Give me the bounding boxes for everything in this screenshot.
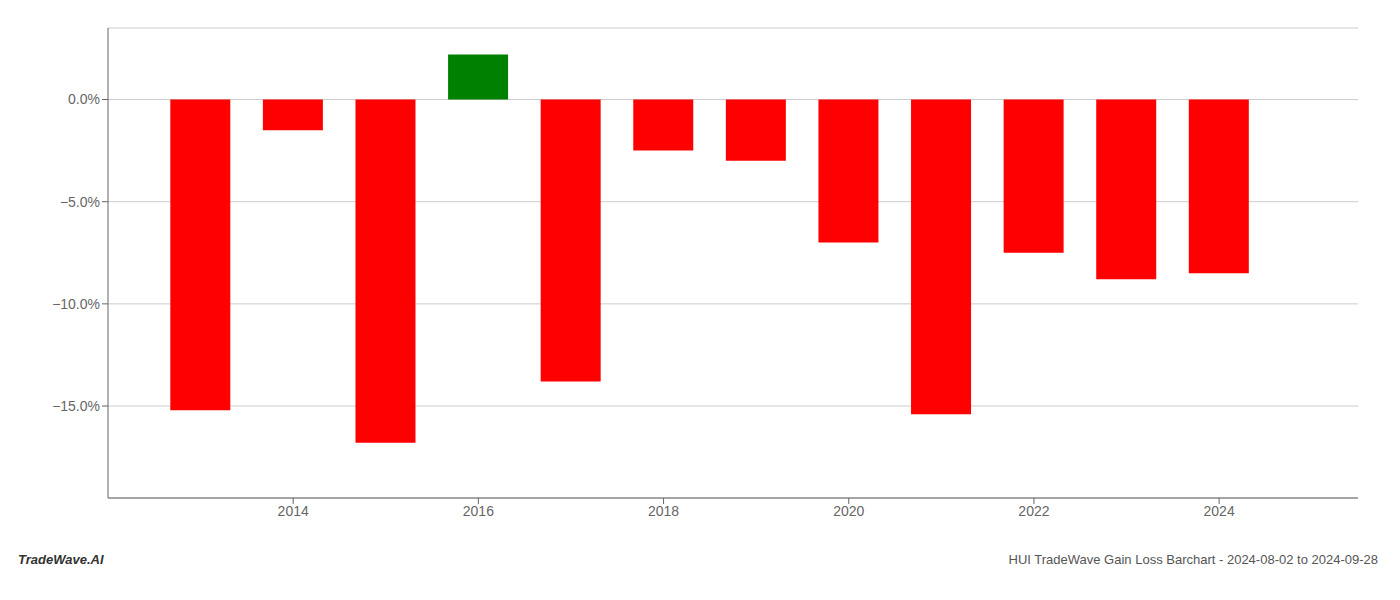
svg-text:−5.0%: −5.0% — [60, 194, 100, 210]
svg-text:2020: 2020 — [833, 503, 864, 519]
svg-text:2024: 2024 — [1204, 503, 1235, 519]
svg-text:0.0%: 0.0% — [68, 91, 100, 107]
svg-text:−15.0%: −15.0% — [52, 398, 100, 414]
svg-text:−10.0%: −10.0% — [52, 296, 100, 312]
svg-text:2014: 2014 — [278, 503, 309, 519]
svg-text:2016: 2016 — [463, 503, 494, 519]
html-text:HUI TradeWave Gain Loss Barcha: HUI TradeWave Gain Loss Barchart - 2024-… — [1008, 552, 1378, 567]
html-text:TradeWave.AI: TradeWave.AI — [18, 552, 104, 567]
svg-text:2018: 2018 — [648, 503, 679, 519]
svg-text:2022: 2022 — [1018, 503, 1049, 519]
